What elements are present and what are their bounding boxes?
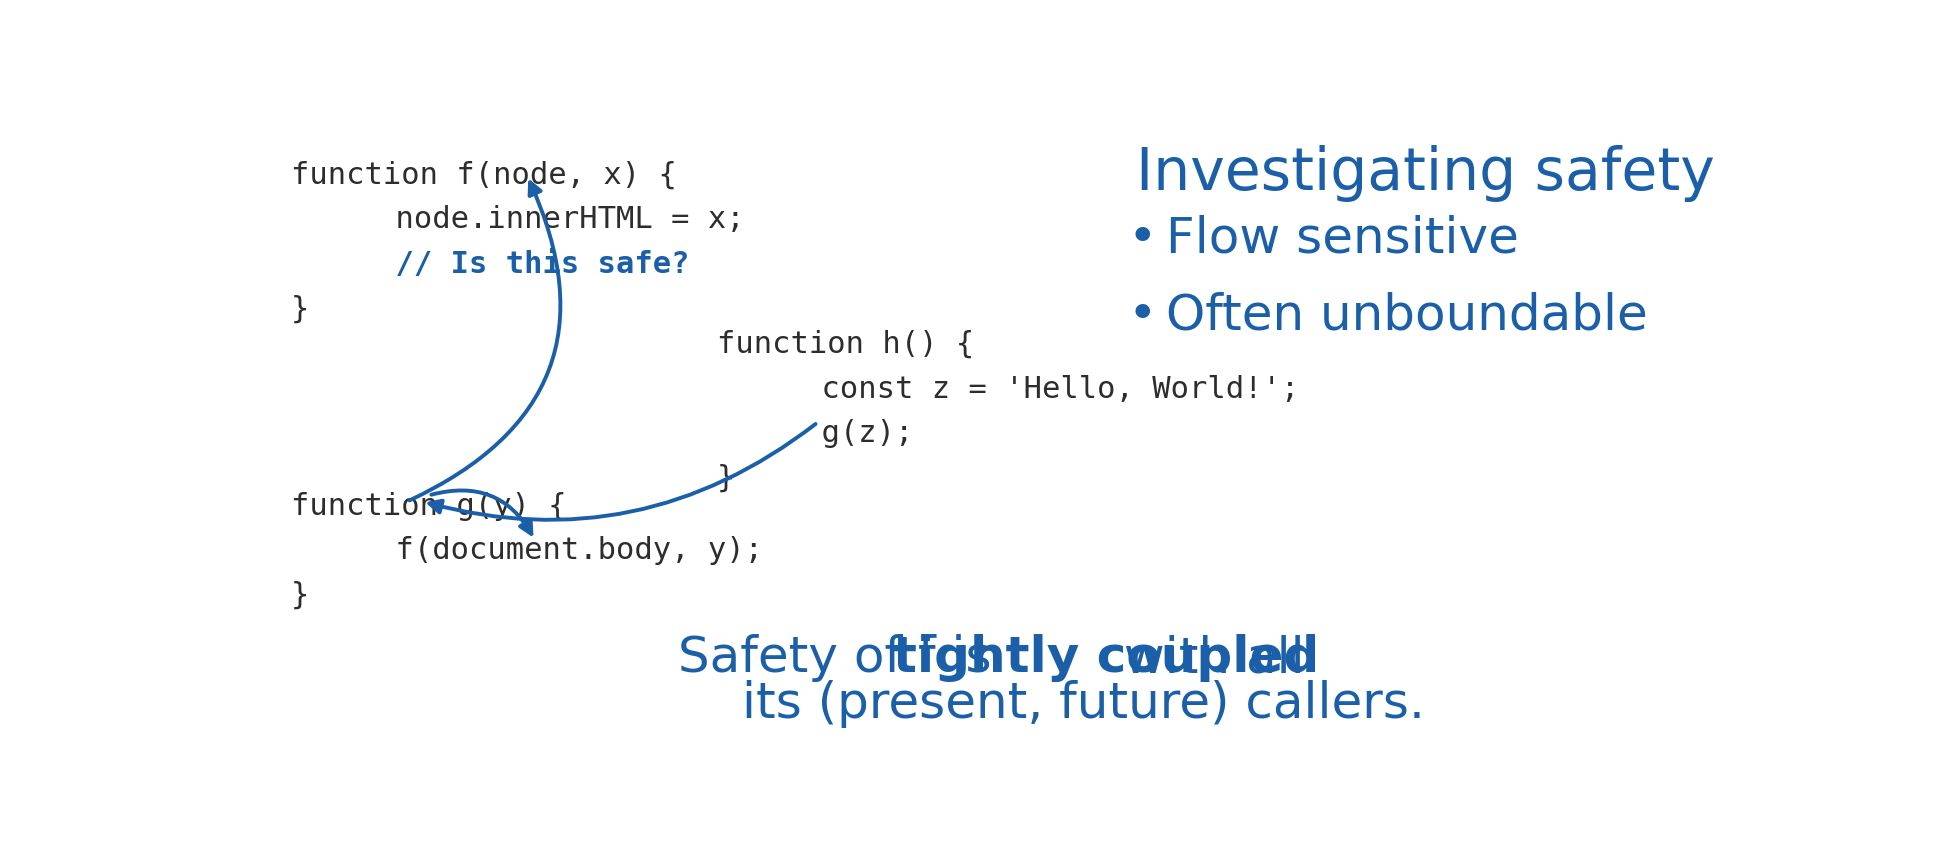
Text: g(z);: g(z);: [748, 419, 913, 449]
Text: node.innerHTML = x;: node.innerHTML = x;: [322, 205, 744, 235]
Text: tightly coupled: tightly coupled: [893, 634, 1319, 682]
Text: its (present, future) callers.: its (present, future) callers.: [743, 681, 1424, 728]
Text: Investigating safety: Investigating safety: [1135, 145, 1714, 202]
Text: Often unboundable: Often unboundable: [1167, 291, 1649, 339]
Text: Flow sensitive: Flow sensitive: [1167, 214, 1520, 263]
Text: f(document.body, y);: f(document.body, y);: [322, 536, 762, 565]
Text: function f(node, x) {: function f(node, x) {: [291, 160, 676, 189]
Text: function h() {: function h() {: [717, 330, 975, 359]
Text: •: •: [1127, 214, 1157, 263]
Text: •: •: [1127, 291, 1157, 339]
Text: // Is this safe?: // Is this safe?: [322, 250, 690, 279]
Text: function g(y) {: function g(y) {: [291, 491, 567, 520]
Text: }: }: [717, 464, 735, 493]
Text: const z = 'Hello, World!';: const z = 'Hello, World!';: [748, 375, 1299, 403]
Text: Safety of f is: Safety of f is: [678, 634, 1006, 682]
Text: with all: with all: [1108, 634, 1305, 682]
Text: }: }: [291, 581, 309, 609]
Text: }: }: [291, 294, 309, 324]
